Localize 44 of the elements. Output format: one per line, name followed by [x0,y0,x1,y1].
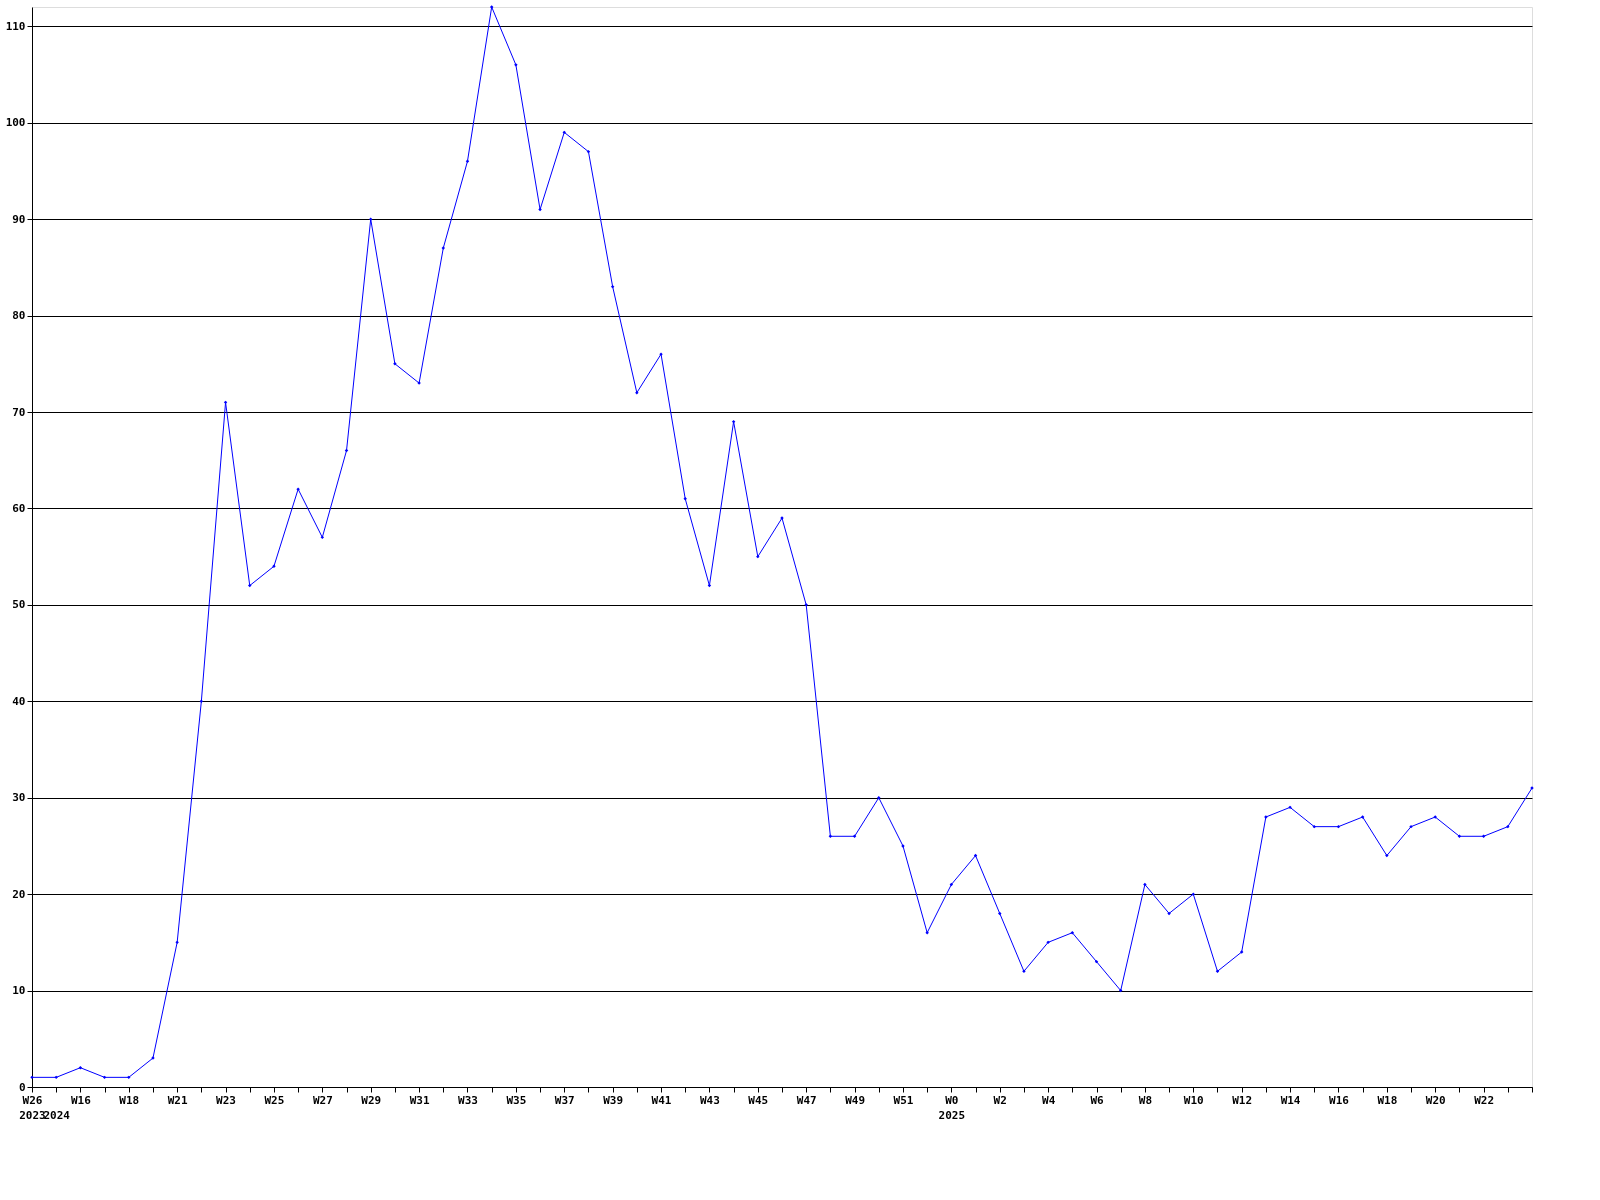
x-tick-label: W14 [1280,1093,1301,1107]
x-tick-label: W2 [993,1093,1007,1107]
y-tick-label: 100 [5,116,26,130]
y-tick-label: 80 [12,309,26,323]
y-tick-label: 0 [18,1080,26,1094]
x-tick-label: W18 [1377,1093,1398,1107]
x-tick-label: W29 [361,1093,382,1107]
x-tick-label: W21 [167,1093,188,1107]
x-tick-label: W31 [409,1093,430,1107]
x-tick-label: W47 [796,1093,817,1107]
x-tick-label: W18 [119,1093,140,1107]
y-tick-label: 20 [12,887,26,901]
x-tick-label: W49 [845,1093,866,1107]
x-tick-label: W51 [893,1093,914,1107]
x-tick-label: W23 [216,1093,236,1107]
x-tick-label: W35 [506,1093,527,1107]
x-tick-label: W12 [1232,1093,1253,1107]
y-tick-label: 30 [12,791,26,805]
x-tick-label: W43 [699,1093,720,1107]
x-tick-label: 2024 [43,1108,71,1122]
x-tick-label: W16 [1329,1093,1350,1107]
x-tick-label: W41 [651,1093,672,1107]
x-tick-label: W6 [1090,1093,1105,1107]
x-tick-label: W8 [1138,1093,1153,1107]
y-tick-label: 50 [12,598,26,612]
x-tick-label: W0 2025 [938,1093,966,1122]
y-tick-label: 70 [12,405,26,419]
y-tick-label: 10 [12,984,26,998]
x-tick-label: W20 [1425,1093,1446,1107]
x-tick-label: W39 [603,1093,624,1107]
y-tick-label: 90 [12,212,26,226]
y-tick-label: 60 [12,501,26,515]
x-tick-label: W25 [264,1093,285,1107]
x-tick-label: W16 [70,1093,92,1107]
x-tick-label: W22 [1474,1093,1495,1107]
x-tick-label: W45 [748,1093,769,1107]
x-tick-label: W37 [554,1093,575,1107]
x-tick-label: W10 [1183,1093,1204,1107]
x-tick-label: W4 [1042,1093,1056,1107]
y-tick-label: 40 [12,694,26,708]
x-tick-label: W27 [312,1093,333,1107]
y-tick-label: 110 [5,19,26,33]
x-tick-label: W26 2023 [19,1093,46,1122]
x-tick-label: W33 [458,1093,478,1107]
